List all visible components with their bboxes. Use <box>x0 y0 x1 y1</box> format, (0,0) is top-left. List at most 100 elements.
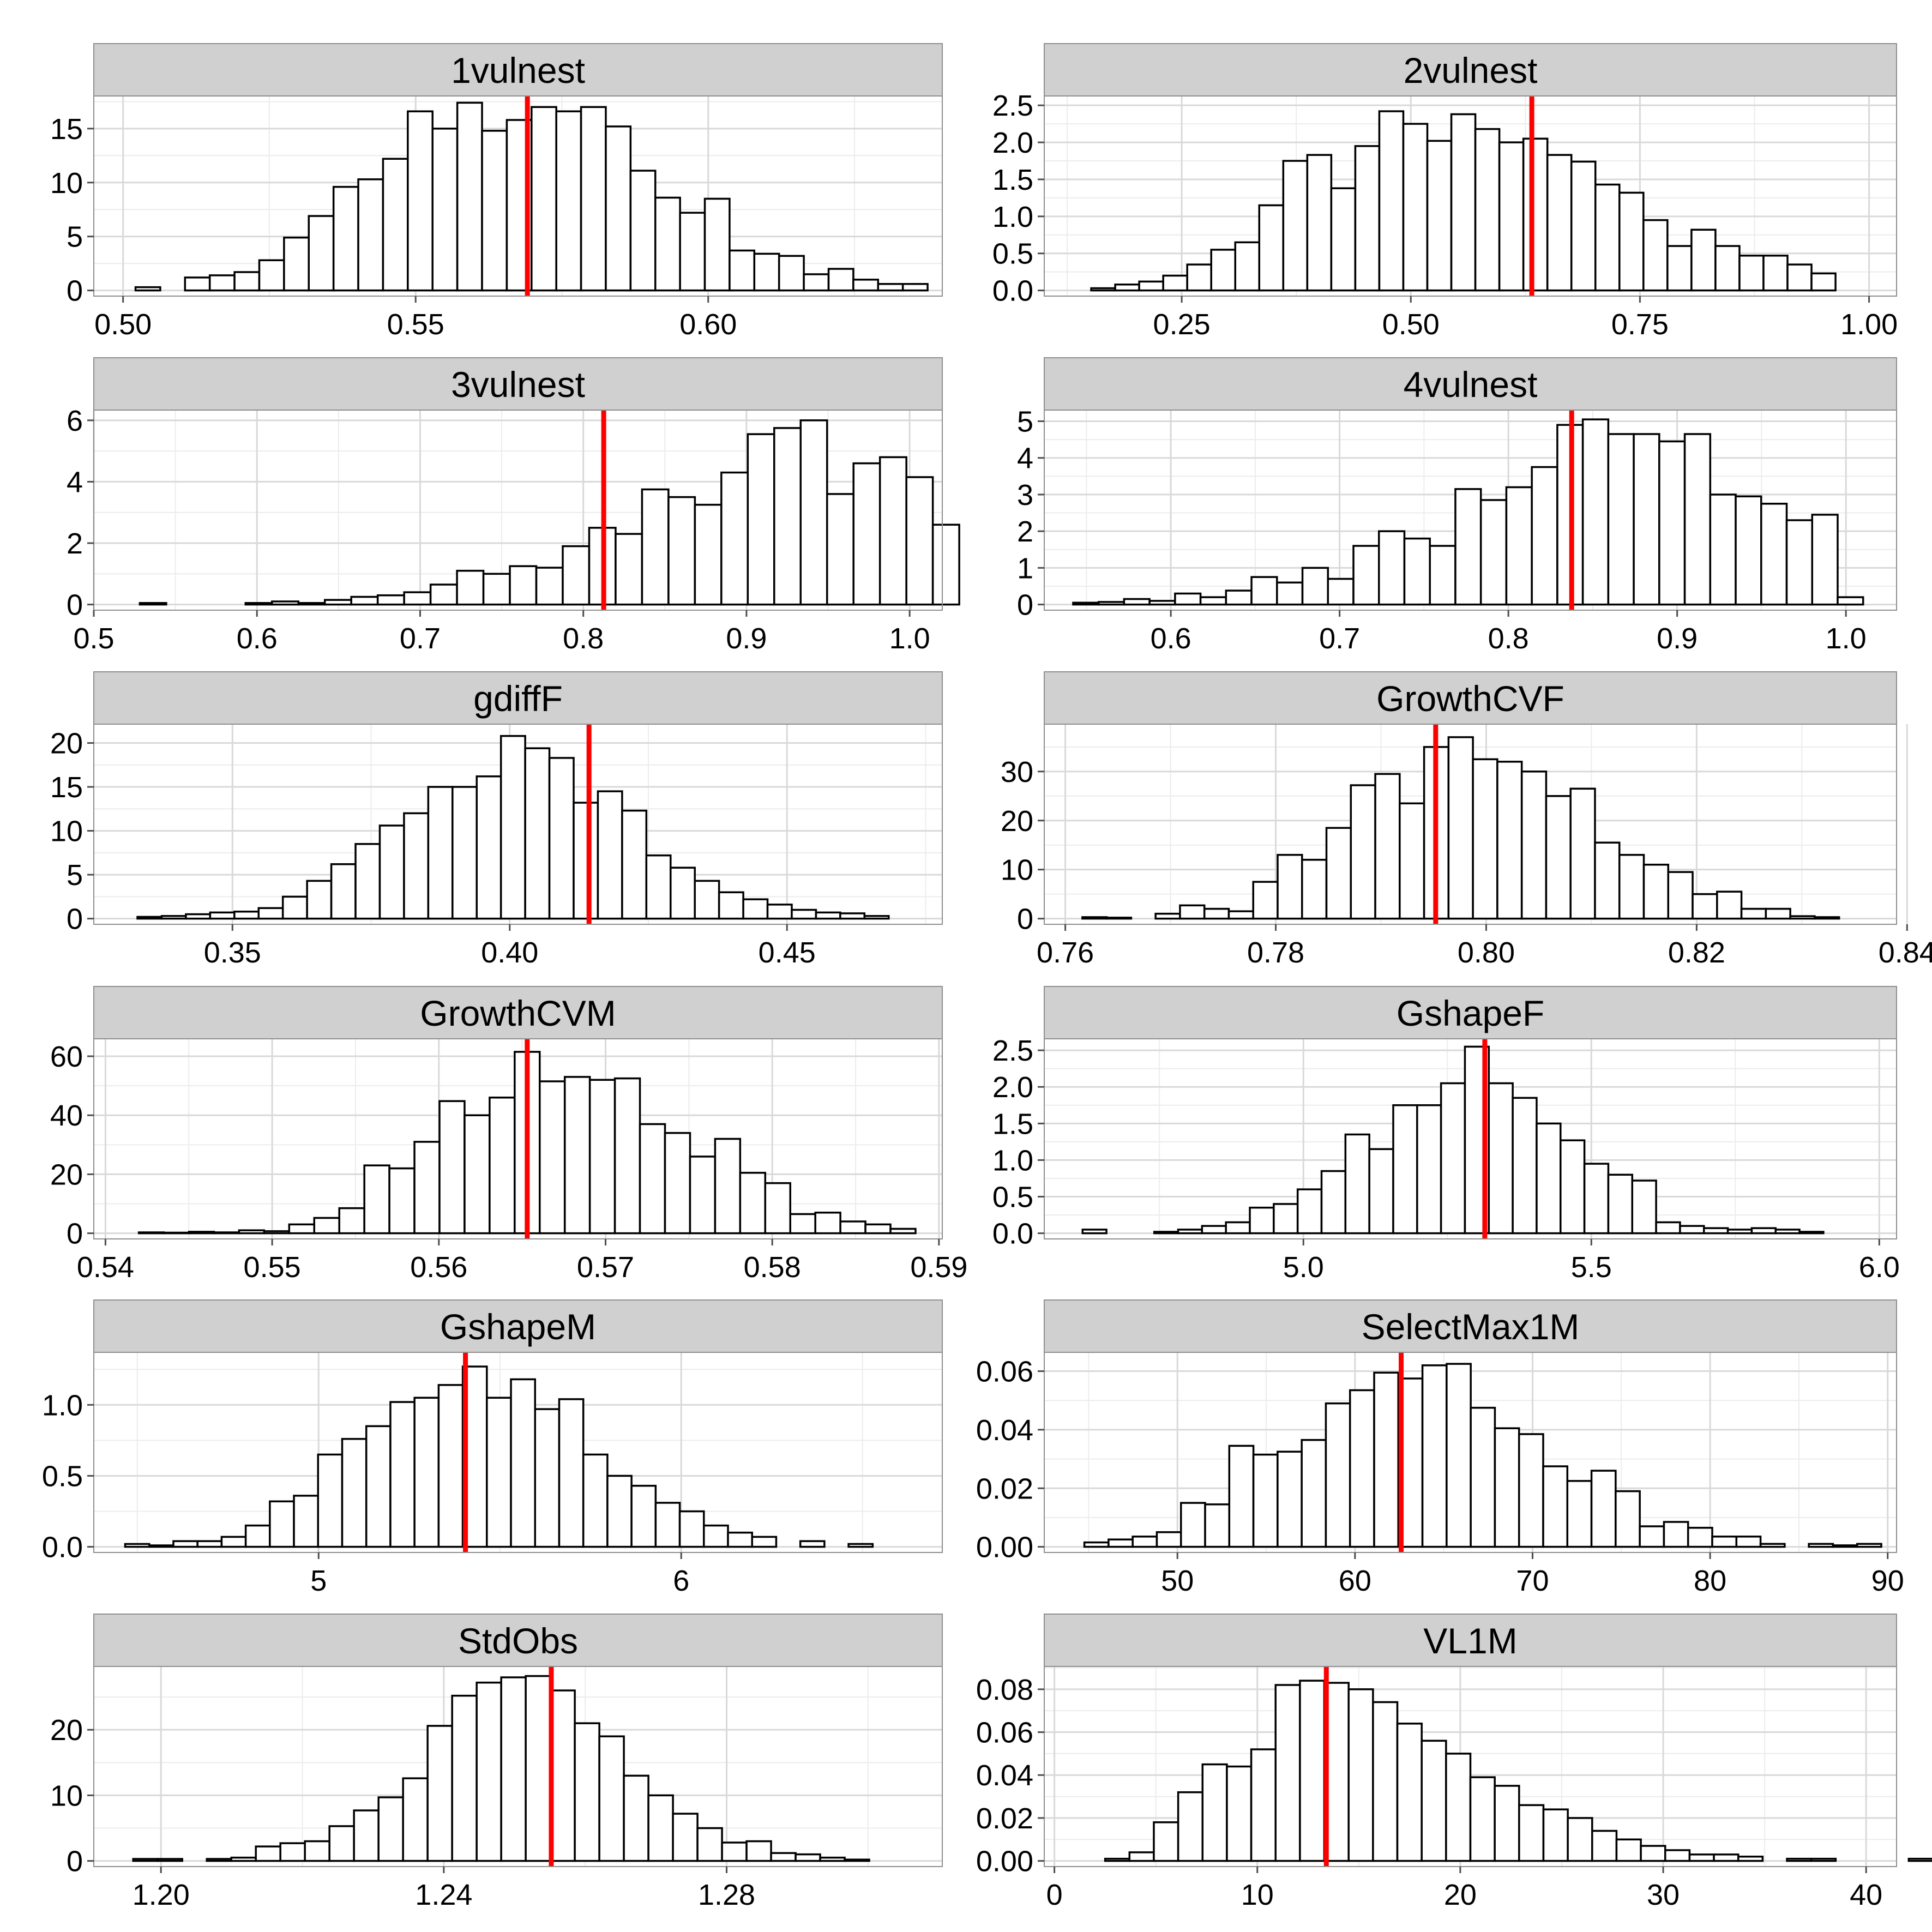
y-tick-label: 5 <box>67 859 83 892</box>
histogram-bar <box>1162 274 1188 292</box>
histogram-bar <box>1296 1188 1323 1235</box>
histogram-bar <box>815 911 841 920</box>
histogram-bar <box>257 907 284 920</box>
x-tick-label: 0.54 <box>77 1251 134 1284</box>
histogram-bar <box>615 533 643 606</box>
histogram-bar <box>1282 160 1309 292</box>
histogram-bar <box>230 1856 257 1862</box>
histogram-bar <box>629 170 657 292</box>
histogram-bar <box>1372 1701 1399 1862</box>
panel-strip <box>1044 1299 1897 1353</box>
histogram-bar <box>1759 1543 1786 1548</box>
panel-title: GshapeF <box>1397 993 1544 1033</box>
histogram-bar <box>739 1171 767 1235</box>
histogram-bar <box>137 1231 165 1235</box>
histogram-bar <box>157 1858 183 1862</box>
histogram-bar <box>1392 1104 1418 1235</box>
x-tick-label: 50 <box>1161 1564 1194 1597</box>
histogram-bar <box>889 1227 917 1235</box>
histogram-bar <box>563 1076 591 1235</box>
plot-border <box>93 1352 943 1553</box>
y-tick-label: 0 <box>1017 589 1033 622</box>
plot-border <box>1044 410 1897 611</box>
histogram-bar <box>548 757 575 920</box>
histogram-bar <box>696 1827 723 1862</box>
histogram-bar <box>1583 1163 1610 1235</box>
histogram-bar <box>580 106 607 292</box>
panel-strip <box>1044 1614 1897 1667</box>
y-tick-label: 20 <box>50 727 83 760</box>
histogram-bar <box>1542 1808 1569 1862</box>
panel-strip <box>93 43 943 97</box>
y-tick-label: 1 <box>1017 552 1033 585</box>
histogram-bar <box>525 1675 551 1862</box>
histogram-bar <box>799 419 828 606</box>
histogram-bar <box>213 1231 240 1235</box>
histogram-bar <box>1299 1680 1326 1862</box>
histogram-bar <box>1273 1203 1299 1235</box>
histogram-bar <box>283 236 310 292</box>
histogram-bar <box>185 913 212 920</box>
x-tick-label: 1.0 <box>889 622 930 655</box>
histogram-bar <box>1567 1817 1593 1862</box>
panel-strip <box>93 357 943 411</box>
histogram-bar <box>389 1401 416 1548</box>
x-tick-label: 0.45 <box>759 936 816 969</box>
histogram-bar <box>1447 736 1474 920</box>
histogram-bar <box>1199 596 1227 606</box>
histogram-bar <box>376 594 405 606</box>
histogram-bar <box>1512 1097 1538 1235</box>
histogram-bar <box>413 1141 441 1235</box>
histogram-bar <box>535 567 564 606</box>
histogram-bar <box>1128 1851 1155 1862</box>
histogram-bar <box>1201 1225 1227 1235</box>
histogram-bar <box>1104 1857 1131 1862</box>
histogram-bar <box>1786 263 1813 292</box>
histogram-bar <box>766 904 793 920</box>
x-tick-label: 0.40 <box>481 936 538 969</box>
histogram-bar <box>558 1398 585 1548</box>
histogram-bar <box>1518 1433 1544 1548</box>
histogram-bar <box>718 891 744 920</box>
histogram-bar <box>773 427 802 606</box>
histogram-bar <box>1153 1231 1179 1235</box>
histogram-bar <box>1204 1503 1231 1548</box>
histogram-bar <box>304 1840 330 1862</box>
y-tick-label: 10 <box>50 167 83 200</box>
y-tick-label: 0.02 <box>976 1472 1033 1505</box>
histogram-bar <box>721 1841 748 1862</box>
histogram-bar <box>1474 128 1501 292</box>
histogram-bar <box>1368 1148 1394 1235</box>
histogram-bar <box>1252 1453 1279 1548</box>
histogram-bar <box>1416 1104 1442 1235</box>
panel-strip <box>1044 986 1897 1039</box>
histogram-bar <box>1227 910 1254 920</box>
y-tick-label: 1.0 <box>992 1144 1033 1177</box>
histogram-bar <box>694 503 723 606</box>
y-tick-label: 5 <box>1017 405 1033 438</box>
y-tick-label: 5 <box>67 221 83 254</box>
histogram-bar <box>1325 1402 1351 1548</box>
x-tick-label: 0.75 <box>1611 308 1669 341</box>
y-tick-label: 4 <box>67 466 83 498</box>
histogram-bar <box>1832 1544 1858 1548</box>
histogram-bar <box>770 1852 797 1862</box>
histogram-bar <box>799 1540 826 1548</box>
histogram-bar <box>1179 1502 1206 1548</box>
histogram-bar <box>1837 596 1864 606</box>
histogram-bar <box>1615 1490 1641 1548</box>
histogram-bar <box>1907 1857 1932 1862</box>
histogram-bar <box>365 1425 392 1548</box>
histogram-bar <box>1138 280 1164 292</box>
histogram-bar <box>1325 827 1352 920</box>
histogram-bar <box>539 1080 566 1235</box>
histogram-bar <box>124 1543 151 1548</box>
plot-border <box>1044 95 1897 297</box>
x-tick-label: 90 <box>1871 1564 1904 1597</box>
y-tick-label: 1.5 <box>992 164 1033 196</box>
x-tick-label: 1.24 <box>415 1879 472 1911</box>
panel-1vulnest: 1vulnest 0 5 10 15 0.50 0.55 0.60 <box>50 43 943 341</box>
y-tick-label: 0.06 <box>976 1717 1033 1749</box>
histogram-bar <box>1470 1406 1496 1548</box>
